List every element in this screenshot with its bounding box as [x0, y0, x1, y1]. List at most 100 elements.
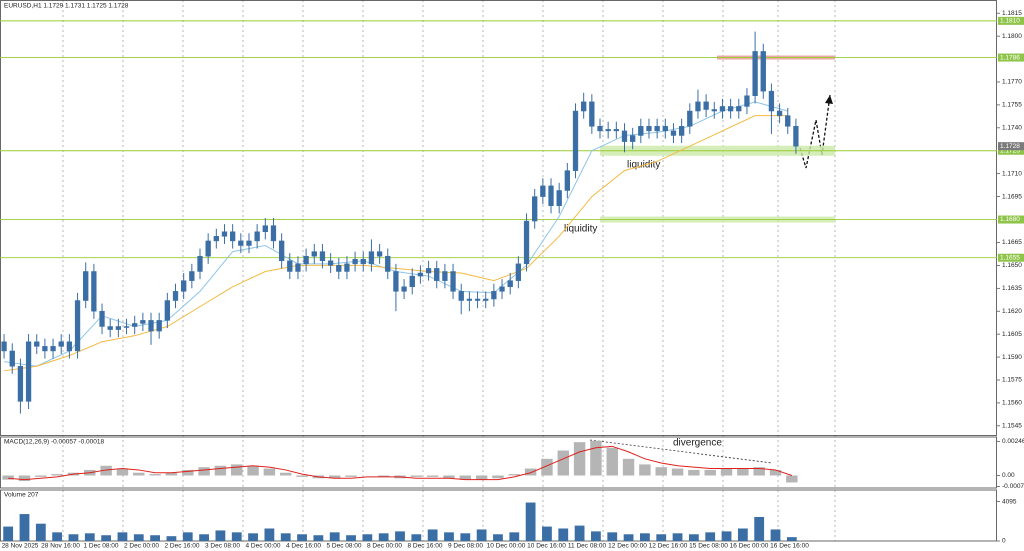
y-tick-label: 1.1800	[1002, 33, 1022, 40]
x-tick-label: 4 Dec 16:00	[286, 543, 321, 550]
volume-bar	[84, 533, 95, 541]
candle-body	[483, 298, 489, 301]
candle-body	[205, 240, 211, 257]
level-label-box	[998, 215, 1024, 224]
volume-bar	[754, 516, 765, 541]
x-tick-label: 16 Dec 16:00	[770, 543, 809, 550]
candle-body	[532, 196, 538, 222]
panel-borders	[0, 0, 997, 542]
y-tick-label: 1.1575	[1002, 377, 1022, 384]
macd-bar	[214, 465, 227, 476]
candle-body	[711, 109, 717, 112]
candle-body	[42, 346, 48, 352]
candle-body	[548, 185, 554, 207]
arrow-head	[825, 95, 833, 104]
macd-bar	[704, 469, 716, 476]
candle-body	[278, 240, 285, 262]
macd-bar	[671, 468, 684, 476]
x-tick-label: 12 Dec 00:00	[608, 543, 647, 550]
y-tick-label: 1.1755	[1002, 102, 1022, 109]
volume-bar	[640, 533, 650, 541]
y-tick-label: 1.1695	[1002, 193, 1022, 200]
y-tick-label: 1.1770	[1002, 79, 1022, 86]
candle-body	[352, 259, 358, 265]
volume-bar	[395, 531, 405, 541]
candle-body	[572, 110, 579, 171]
candle-body	[164, 300, 170, 321]
candle-body	[303, 255, 309, 265]
y-tick-label: 1.1605	[1002, 331, 1022, 338]
candle-body	[719, 106, 726, 112]
volume-bar	[607, 532, 618, 541]
y-tick-label: 0.00246	[1002, 438, 1024, 445]
current-price-label: 1.1728	[1000, 143, 1020, 150]
candle-body	[50, 346, 56, 352]
volume-bar	[52, 532, 63, 541]
candle-body	[336, 265, 342, 272]
candle-body	[670, 130, 677, 136]
candle-body	[360, 259, 366, 265]
candle-body	[197, 255, 203, 272]
volume-bar	[656, 534, 667, 541]
candle-body	[99, 310, 105, 327]
candle-body	[287, 260, 293, 272]
level-label-box	[998, 253, 1024, 262]
volume-bar	[574, 525, 585, 541]
y-tick-label: 1.1650	[1002, 262, 1022, 269]
y-tick-label: 0	[1002, 538, 1006, 545]
candle-body	[91, 271, 97, 312]
candle-body	[311, 251, 317, 257]
level-label: 1.1810	[1000, 18, 1020, 25]
macd-bar	[410, 475, 423, 477]
x-tick-label: 28 Nov 2025	[2, 543, 39, 550]
macd-bar	[247, 465, 259, 476]
x-tick-label: 3 Dec 08:00	[205, 543, 240, 550]
x-tick-label: 2 Dec 16:00	[164, 543, 199, 550]
macd-bar	[475, 475, 488, 480]
macd-bar	[622, 458, 635, 476]
candle-body	[230, 231, 236, 242]
candle-body	[25, 341, 32, 402]
y-tick-label: 1.1590	[1002, 354, 1022, 361]
macd-bar	[198, 467, 210, 476]
candle-body	[262, 225, 268, 233]
macd-bar	[2, 475, 14, 480]
candle-body	[9, 350, 15, 367]
volume-bar	[362, 534, 373, 541]
volume-bar	[705, 532, 716, 541]
candle-body	[581, 101, 587, 112]
candle-body	[107, 326, 113, 330]
candle-body	[417, 272, 424, 277]
volume-bar	[346, 535, 356, 541]
candle-body	[132, 323, 138, 327]
volume-bar	[493, 534, 503, 541]
volume-bar	[199, 534, 209, 541]
y-tick-label: 4095	[1002, 498, 1017, 505]
macd-bar	[688, 469, 700, 476]
annotation: liquidity	[564, 224, 597, 235]
volume-bar	[558, 528, 569, 541]
candle-body	[385, 255, 391, 272]
current-price-box	[998, 142, 1024, 151]
y-tick-label: 1.1620	[1002, 308, 1022, 315]
macd-bar	[100, 465, 112, 476]
candle-body	[654, 126, 660, 132]
macd-bar	[753, 467, 765, 476]
candle-body	[736, 106, 742, 112]
volume-bar	[166, 536, 177, 541]
candle-body	[368, 251, 375, 265]
volume-bar	[3, 526, 14, 541]
volume-bar	[444, 532, 454, 541]
y-tick-label: -0.00079	[1002, 483, 1024, 490]
volume-bar	[19, 514, 30, 541]
candle-body	[140, 320, 146, 324]
candle-body	[491, 291, 497, 300]
x-tick-label: 16 Dec 00:00	[730, 543, 769, 550]
macd-bar	[35, 475, 47, 477]
macd-bar	[737, 468, 749, 476]
volume-bar	[313, 535, 324, 541]
candle-body	[474, 298, 481, 301]
y-tick-label: 1.1560	[1002, 400, 1022, 407]
macd-bar	[231, 464, 243, 476]
candle-body	[785, 115, 791, 127]
